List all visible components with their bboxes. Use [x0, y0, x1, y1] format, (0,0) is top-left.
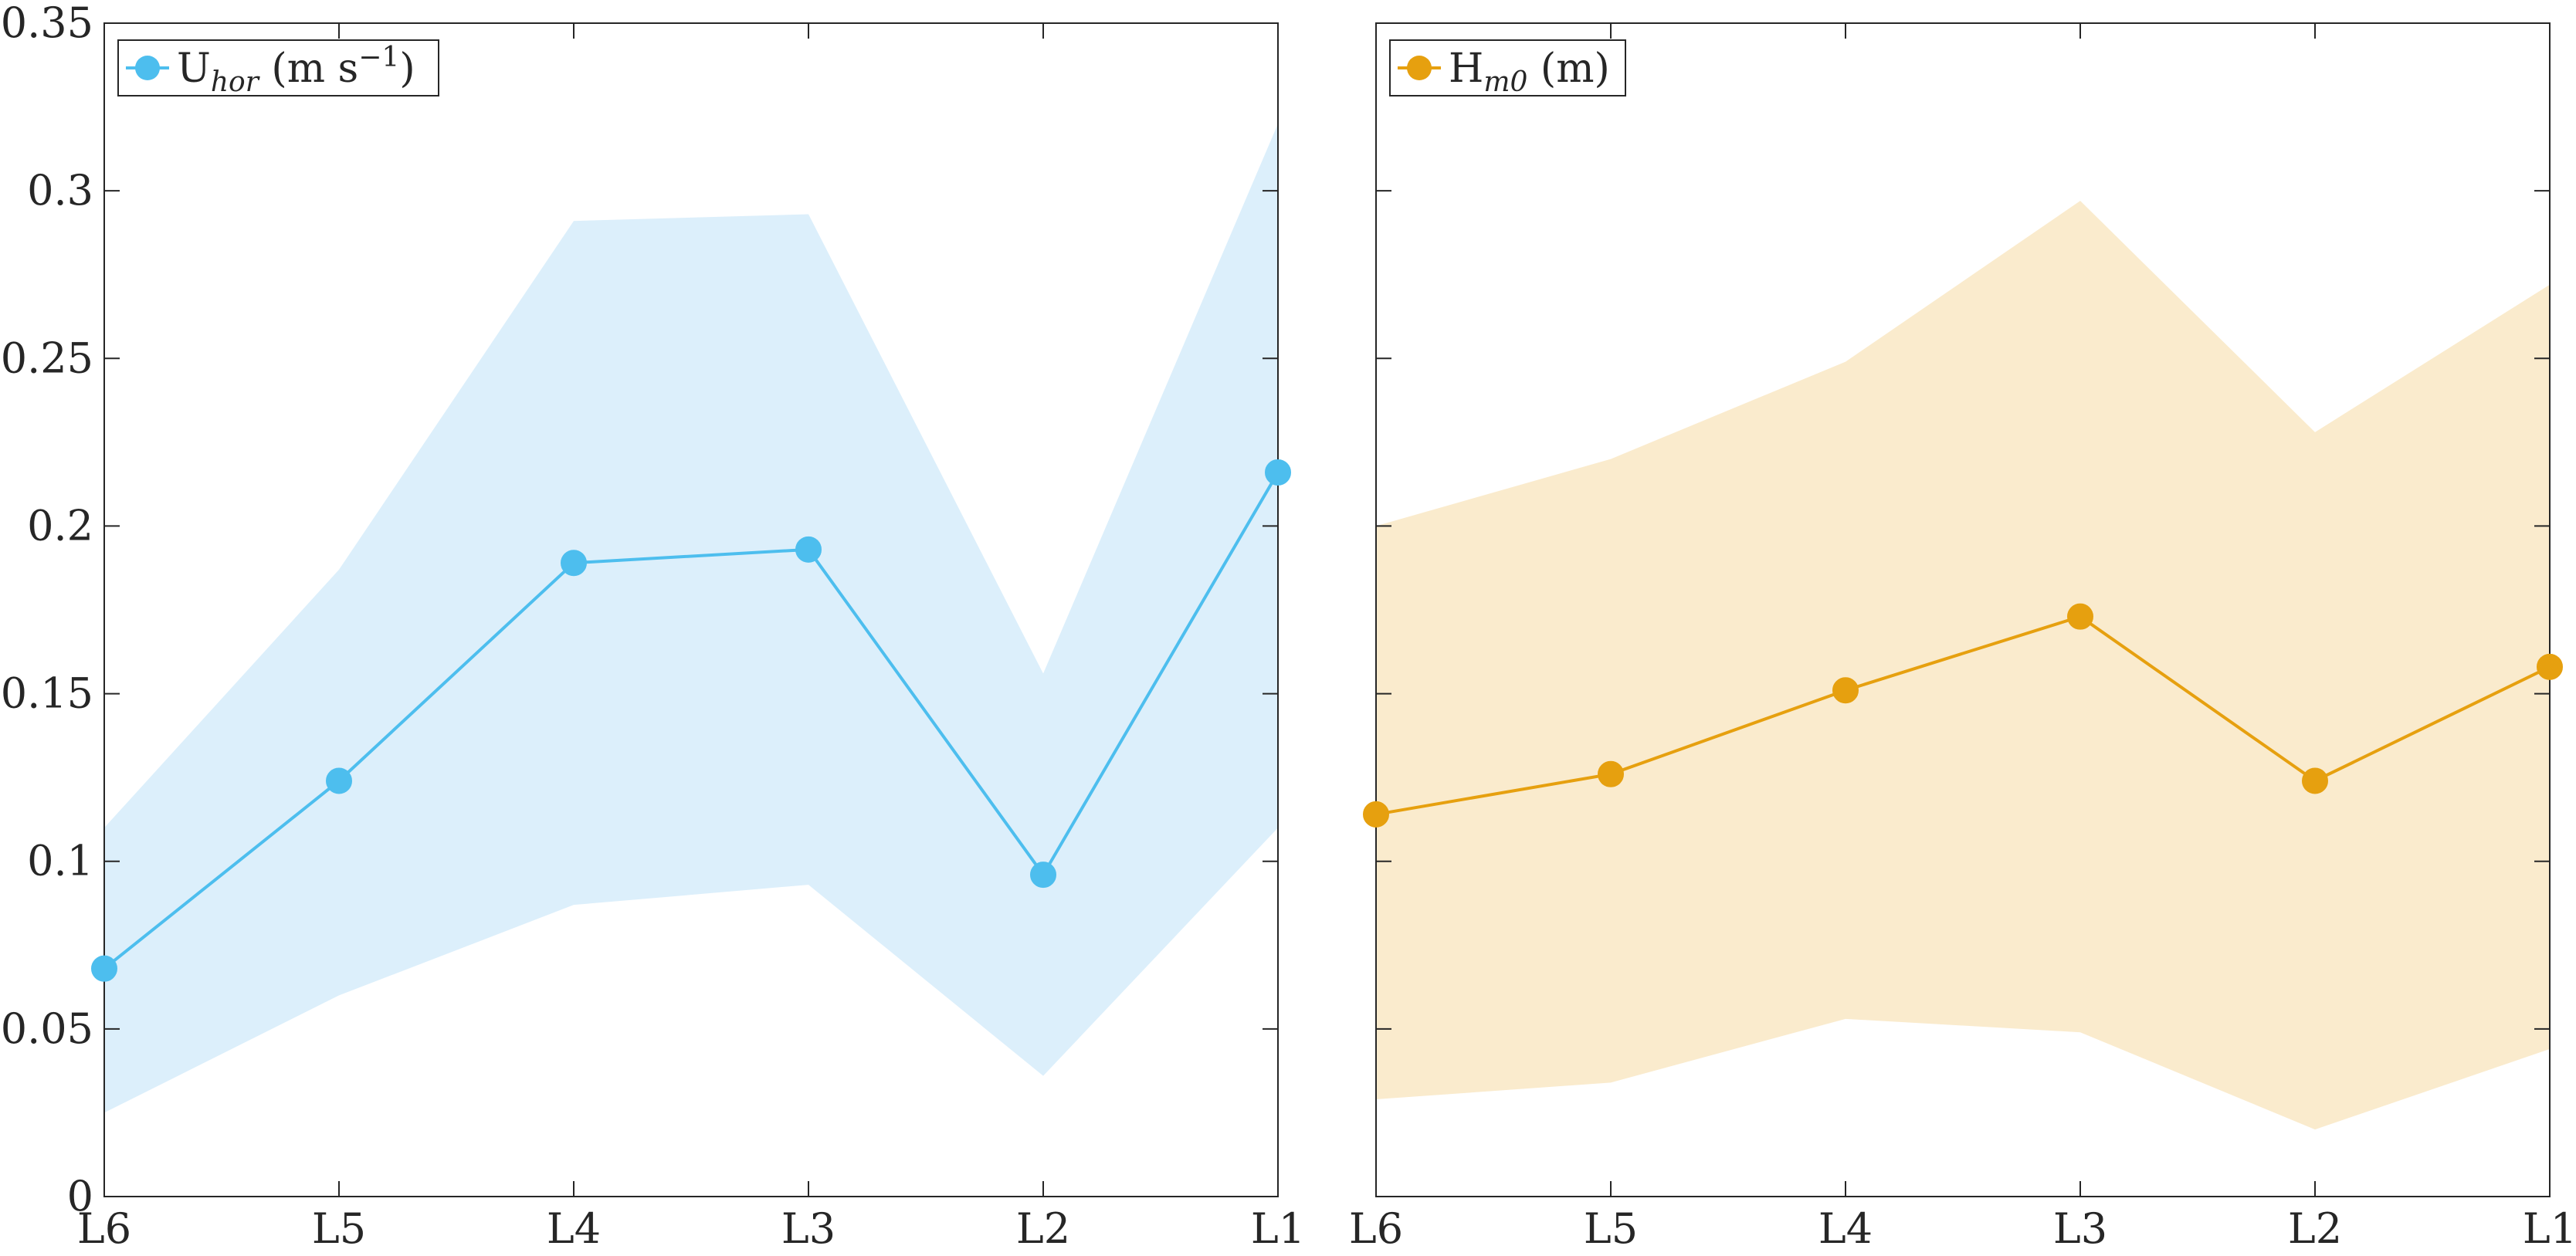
- y-tick-label: 0.05: [1, 1004, 93, 1053]
- axes-box: [1375, 22, 2551, 1197]
- legend-box: [117, 39, 439, 96]
- y-tick-label: 0.25: [1, 333, 93, 382]
- range-band: [104, 124, 1278, 1113]
- legend-after: (m s: [259, 46, 358, 92]
- data-point: [1832, 677, 1859, 704]
- right-panel-hm0: L6 L5 L4 L3 L2 L1 Hm0 (m): [1349, 22, 2576, 1253]
- x-tick-label: L6: [77, 1204, 131, 1253]
- x-tick-label: L2: [2288, 1204, 2342, 1253]
- x-tick-label: L3: [781, 1204, 836, 1253]
- legend-subscript: m0: [1483, 66, 1527, 98]
- left-panel-uhor: 0 0.05 0.1 0.15 0.2 0.25 0.3 0.35 L6 L5 L4 L3 L2 L1 Uh…: [1, 0, 1305, 1253]
- x-tick-label: L2: [1016, 1204, 1070, 1253]
- data-point: [1598, 760, 1624, 787]
- data-point: [326, 767, 352, 794]
- x-tick-label: L3: [2053, 1204, 2107, 1253]
- x-tick-label: L4: [547, 1204, 601, 1253]
- x-tick-label: L5: [1584, 1204, 1638, 1253]
- series-line: [1375, 614, 2551, 816]
- y-tick-label: 0.1: [27, 837, 93, 885]
- y-tick-label: 0: [67, 1172, 93, 1220]
- data-point: [2537, 653, 2563, 680]
- data-point: [1265, 459, 1291, 486]
- data-point: [91, 955, 117, 982]
- data-point: [2302, 767, 2328, 794]
- legend-label: Uhor (m s−1): [177, 42, 415, 98]
- y-tick-label: 0.35: [1, 0, 93, 47]
- range-band: [1376, 201, 2550, 1130]
- legend-end: ): [399, 46, 415, 92]
- x-tick-label: L5: [312, 1204, 366, 1253]
- legend-marker: [135, 56, 160, 80]
- x-tick-label: L1: [1251, 1204, 1305, 1253]
- x-tick-label: L1: [2523, 1204, 2576, 1253]
- y-tick-label: 0.15: [1, 669, 93, 718]
- legend-subscript: hor: [211, 66, 260, 98]
- data-point: [1363, 801, 1389, 828]
- legend-marker: [1407, 56, 1432, 80]
- data-point: [1030, 862, 1056, 889]
- legend-main: U: [177, 46, 211, 92]
- data-point: [561, 550, 587, 577]
- x-tick-label: L4: [1818, 1204, 1873, 1253]
- data-point: [2067, 603, 2093, 630]
- x-tick-label: L6: [1349, 1204, 1403, 1253]
- y-tick-label: 0.2: [27, 501, 93, 550]
- series-line: [103, 471, 1280, 970]
- y-tick-label: 0.3: [27, 166, 93, 215]
- data-point: [795, 536, 822, 563]
- legend-superscript: −1: [358, 42, 399, 73]
- legend-label: Hm0 (m): [1449, 46, 1610, 98]
- legend-main: H: [1449, 46, 1483, 92]
- axes-box: [103, 22, 1279, 1197]
- legend-after: (m): [1527, 46, 1609, 92]
